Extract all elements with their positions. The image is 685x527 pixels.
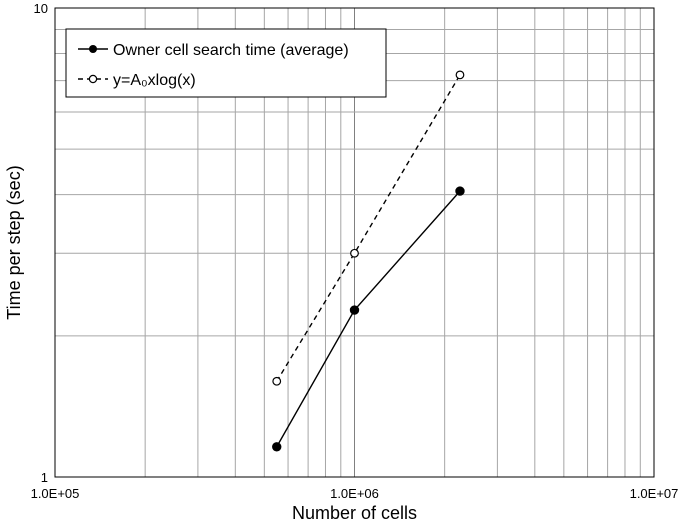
legend: Owner cell search time (average) y=A₀xlog… [65, 28, 387, 98]
tick-labels: 1.0E+05 1.0E+06 1.0E+07 1 10 [31, 1, 679, 501]
legend-swatch-marker [88, 74, 98, 84]
y-tick-label: 10 [34, 1, 48, 16]
y-axis-title: Time per step (sec) [4, 165, 24, 319]
data-point-series-2 [455, 70, 465, 80]
y-tick-label: 1 [41, 470, 48, 485]
data-point-series-1 [272, 442, 282, 452]
series-layer [272, 70, 465, 452]
series-line-1 [276, 190, 461, 448]
plot-area-frame [54, 7, 655, 478]
legend-swatch-marker [89, 45, 97, 53]
x-tick-label: 1.0E+05 [31, 486, 80, 501]
legend-items: Owner cell search time (average) y=A₀xlog… [78, 42, 349, 89]
legend-label: y=A₀xlog(x) [113, 72, 196, 89]
legend-box [65, 28, 387, 98]
x-axis-title: Number of cells [292, 503, 417, 523]
series-line-2 [276, 74, 461, 382]
data-point-series-1 [349, 305, 360, 315]
data-point-series-1 [455, 186, 465, 196]
data-point-series-2 [272, 376, 282, 386]
legend-label: Owner cell search time (average) [113, 42, 349, 59]
data-point-series-2 [350, 248, 359, 258]
x-tick-label: 1.0E+07 [630, 486, 679, 501]
x-tick-label: 1.0E+06 [330, 486, 379, 501]
